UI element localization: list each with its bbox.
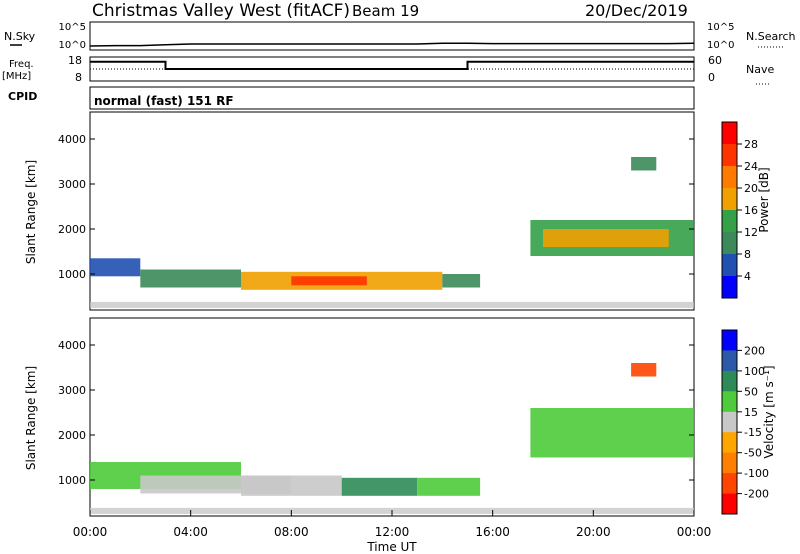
station-title: Christmas Valley West (fitACF) <box>92 1 350 21</box>
colorbar-tick-label: 20 <box>744 182 758 195</box>
colorbar-segment <box>722 432 737 454</box>
x-tick-label: 00:00 <box>73 525 108 539</box>
x-axis-label: Time UT <box>366 540 417 554</box>
nave-tick-top: 60 <box>708 54 722 67</box>
power-ylabel: Slant Range [km] <box>24 160 38 264</box>
noise-right-tick-top: 10^5 <box>707 22 734 33</box>
x-tick-label: 04:00 <box>173 525 208 539</box>
freq-tick-top: 18 <box>68 54 82 67</box>
colorbar-segment <box>722 144 737 167</box>
colorbar-segment <box>722 188 737 211</box>
colorbar-segment <box>722 210 737 233</box>
colorbar-tick-label: 100 <box>744 365 765 378</box>
y-tick-label: 2000 <box>58 223 86 236</box>
colorbar-segment <box>722 493 737 515</box>
colorbar-tick-label: 28 <box>744 138 758 151</box>
y-tick-label: 4000 <box>58 339 86 352</box>
velocity-cells <box>90 363 694 514</box>
power-heatmap: 1000 2000 3000 4000 Slant Range [km] <box>24 111 695 311</box>
scatter-region <box>341 477 418 496</box>
power-yticks: 1000 2000 3000 4000 <box>58 133 694 281</box>
velocity-colorbar: 200 100 50 15 -15 -50 -100 -200 <box>721 329 769 515</box>
cpid-text: normal (fast) 151 RF <box>94 94 234 108</box>
scatter-region <box>417 477 481 496</box>
x-tick-label: 08:00 <box>274 525 309 539</box>
x-tick-label: 20:00 <box>576 525 611 539</box>
colorbar-segment <box>722 330 737 351</box>
colorbar-tick-label: 50 <box>744 385 758 398</box>
beam-label: Beam 19 <box>352 2 419 20</box>
colorbar-segment <box>722 166 737 189</box>
colorbar-tick-label: 15 <box>744 406 758 419</box>
nave-label: Nave <box>746 63 774 76</box>
velocity-colorbar-label: Velocity [m s⁻¹] <box>762 365 776 458</box>
colorbar-segment <box>722 411 737 433</box>
scatter-region <box>291 276 367 286</box>
scatter-region <box>530 408 694 458</box>
noise-right-tick-bottom: 10^0 <box>707 40 734 51</box>
scatter-region <box>543 229 669 247</box>
colorbar-segment <box>722 452 737 474</box>
colorbar-tick-label: 8 <box>744 248 751 261</box>
colorbar-segment <box>722 254 737 277</box>
colorbar-segment <box>722 276 737 299</box>
cpid-panel <box>89 86 695 110</box>
colorbar-segment <box>722 370 737 392</box>
time-axis: 00:00 04:00 08:00 12:00 16:00 20:00 00:00 <box>73 510 712 539</box>
colorbar-segment <box>722 473 737 494</box>
scatter-region <box>631 157 657 171</box>
x-tick-label: 16:00 <box>475 525 510 539</box>
noise-panel <box>89 21 695 51</box>
colorbar-tick-label: -50 <box>744 447 762 460</box>
y-tick-label: 1000 <box>58 268 86 281</box>
velocity-yticks: 1000 2000 3000 4000 <box>58 339 694 487</box>
y-tick-label: 3000 <box>58 178 86 191</box>
colorbar-segment <box>722 391 737 413</box>
colorbar-frame <box>721 329 738 515</box>
power-colorbar: 4 8 12 16 20 24 28 <box>721 121 758 299</box>
y-tick-label: 3000 <box>58 384 86 397</box>
scatter-region <box>241 475 342 496</box>
x-tick-label: 00:00 <box>677 525 712 539</box>
noise-sky-line <box>89 42 695 47</box>
date-label: 20/Dec/2019 <box>585 1 688 20</box>
y-tick-label: 4000 <box>58 133 86 146</box>
y-tick-label: 1000 <box>58 474 86 487</box>
power-panel-frame <box>89 111 695 311</box>
frequency-line <box>90 60 694 70</box>
x-tick-label: 12:00 <box>375 525 410 539</box>
y-tick-label: 2000 <box>58 429 86 442</box>
noise-right-label: N.Search <box>746 30 796 43</box>
scatter-region <box>631 363 657 377</box>
freq-unit: [MHz] <box>2 71 31 82</box>
power-colorbar-label: Power [dB] <box>757 167 771 232</box>
freq-label: Freq. <box>9 59 34 70</box>
nave-tick-bottom: 0 <box>708 71 715 84</box>
scatter-region <box>90 258 141 277</box>
scatter-region <box>442 274 481 288</box>
cpid-label: CPID <box>8 90 37 103</box>
noise-left-label: N.Sky <box>4 30 36 43</box>
freq-tick-bottom: 8 <box>75 71 82 84</box>
power-cells <box>90 157 694 308</box>
colorbar-tick-label: -15 <box>744 426 762 439</box>
colorbar-tick-label: 16 <box>744 204 758 217</box>
scatter-region <box>140 269 241 288</box>
colorbar-segment <box>722 232 737 255</box>
colorbar-segment <box>722 122 737 145</box>
colorbar-tick-label: 4 <box>744 270 751 283</box>
velocity-ylabel: Slant Range [km] <box>24 366 38 470</box>
ground-scatter-band <box>90 301 694 308</box>
noise-left-tick-bottom: 10^0 <box>59 40 86 51</box>
colorbar-tick-label: -100 <box>744 467 769 480</box>
colorbar-tick-label: 200 <box>744 344 765 357</box>
colorbar-tick-label: 24 <box>744 160 758 173</box>
noise-left-tick-top: 10^5 <box>59 22 86 33</box>
colorbar-tick-label: -200 <box>744 488 769 501</box>
velocity-heatmap: 1000 2000 3000 4000 Slant Range [km] <box>24 317 695 517</box>
colorbar-tick-label: 12 <box>744 226 758 239</box>
colorbar-segment <box>722 350 737 372</box>
